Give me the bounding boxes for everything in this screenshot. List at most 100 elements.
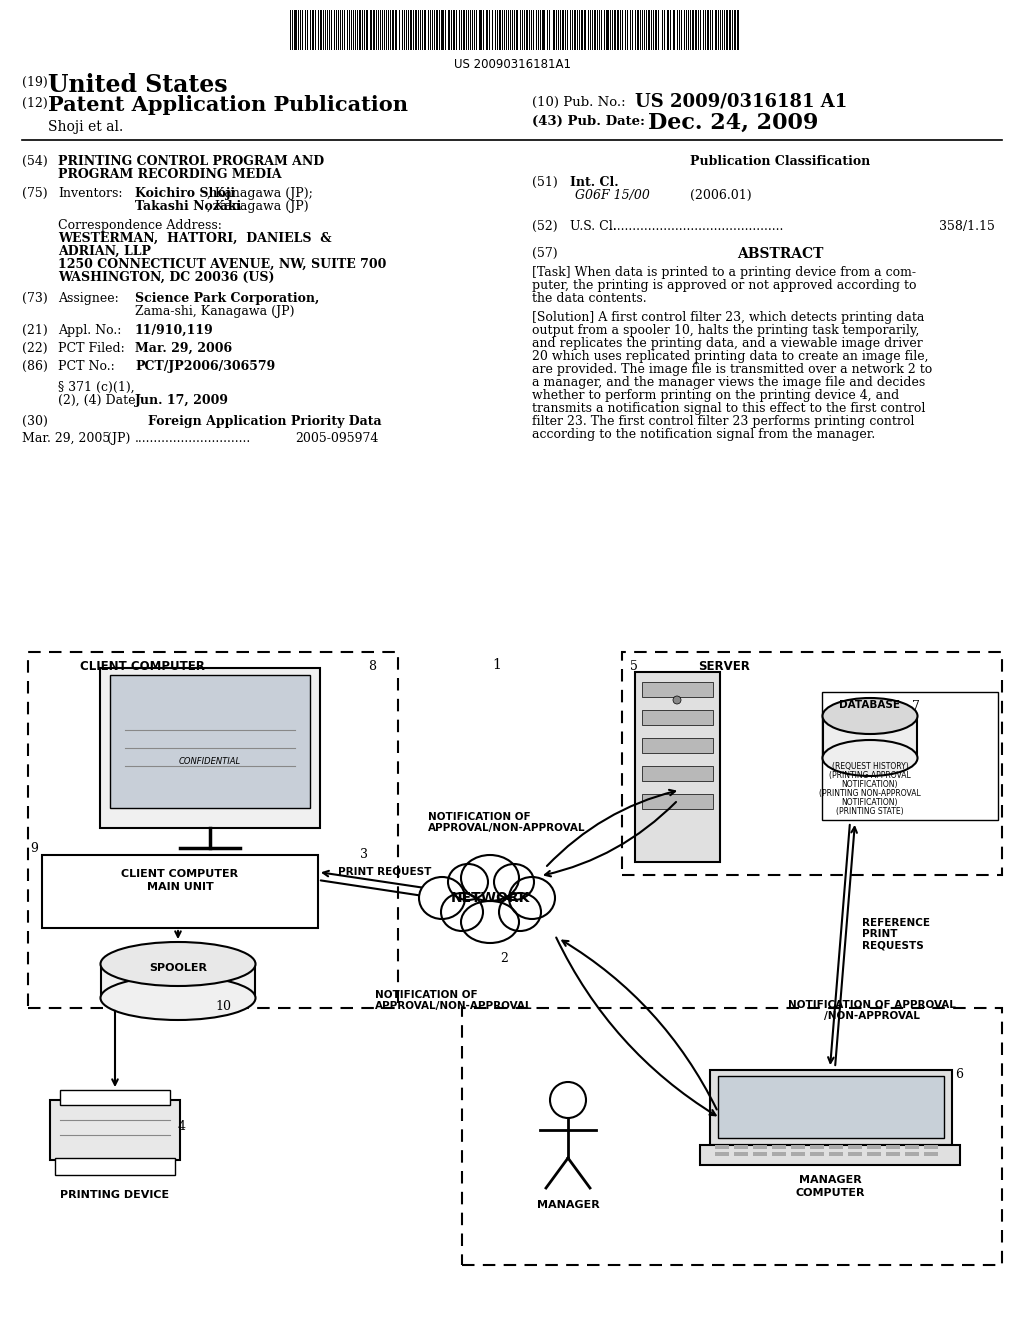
Text: [Solution] A first control filter 23, which detects printing data: [Solution] A first control filter 23, wh…: [532, 312, 925, 323]
Bar: [635, 672, 720, 862]
Bar: [734, 11, 736, 50]
Text: NOTIFICATION OF: NOTIFICATION OF: [375, 990, 477, 1001]
Text: (75): (75): [22, 187, 48, 201]
Ellipse shape: [100, 942, 256, 986]
Bar: [848, 1144, 862, 1148]
Bar: [810, 1152, 824, 1156]
Text: 358/1.15: 358/1.15: [939, 220, 995, 234]
Bar: [642, 738, 713, 752]
Text: Inventors:: Inventors:: [58, 187, 123, 201]
Bar: [642, 682, 713, 697]
Bar: [886, 1152, 900, 1156]
Bar: [905, 1144, 919, 1148]
Text: 3: 3: [360, 847, 368, 861]
Text: NOTIFICATION): NOTIFICATION): [842, 799, 898, 807]
Bar: [424, 11, 426, 50]
Text: (43) Pub. Date:: (43) Pub. Date:: [532, 115, 645, 128]
Circle shape: [673, 696, 681, 704]
Bar: [695, 11, 697, 50]
Circle shape: [550, 1082, 586, 1118]
Bar: [848, 1152, 862, 1156]
Text: PRINT REQUEST: PRINT REQUEST: [338, 867, 432, 876]
Text: MANAGER: MANAGER: [799, 1175, 861, 1185]
Text: WASHINGTON, DC 20036 (US): WASHINGTON, DC 20036 (US): [58, 271, 274, 284]
Text: NOTIFICATION OF APPROVAL: NOTIFICATION OF APPROVAL: [788, 1001, 956, 1010]
Bar: [614, 11, 616, 50]
Bar: [594, 11, 596, 50]
Text: Mar. 29, 2005: Mar. 29, 2005: [22, 432, 111, 445]
Text: (JP): (JP): [106, 432, 130, 445]
Ellipse shape: [441, 894, 483, 931]
Bar: [449, 11, 450, 50]
Bar: [462, 1008, 1002, 1265]
Bar: [395, 11, 397, 50]
Text: (PRINTING APPROVAL: (PRINTING APPROVAL: [829, 771, 911, 780]
Text: (PRINTING STATE): (PRINTING STATE): [837, 807, 904, 816]
Text: United States: United States: [48, 73, 227, 96]
Text: PRINTING CONTROL PROGRAM AND: PRINTING CONTROL PROGRAM AND: [58, 154, 325, 168]
Text: Appl. No.:: Appl. No.:: [58, 323, 122, 337]
Bar: [60, 1090, 170, 1105]
Bar: [486, 11, 488, 50]
Bar: [617, 11, 618, 50]
Bar: [370, 11, 372, 50]
Bar: [516, 11, 518, 50]
Text: APPROVAL/NON-APPROVAL: APPROVAL/NON-APPROVAL: [375, 1001, 532, 1011]
Bar: [718, 1076, 944, 1138]
Text: REQUESTS: REQUESTS: [862, 940, 924, 950]
Bar: [829, 1152, 843, 1156]
Text: U.S. Cl.: U.S. Cl.: [570, 220, 616, 234]
Ellipse shape: [494, 865, 534, 900]
Text: WESTERMAN,  HATTORI,  DANIELS  &: WESTERMAN, HATTORI, DANIELS &: [58, 232, 332, 246]
Bar: [101, 964, 256, 998]
Bar: [642, 710, 713, 725]
Bar: [822, 692, 998, 820]
Text: SPOOLER: SPOOLER: [150, 964, 207, 973]
Text: 20 which uses replicated printing data to create an image file,: 20 which uses replicated printing data t…: [532, 350, 929, 363]
Bar: [715, 1152, 729, 1156]
Text: (10) Pub. No.:: (10) Pub. No.:: [532, 96, 626, 110]
Bar: [791, 1152, 805, 1156]
Text: Science Park Corporation,: Science Park Corporation,: [135, 292, 319, 305]
Bar: [574, 11, 575, 50]
Bar: [642, 795, 713, 809]
Bar: [453, 11, 455, 50]
Text: 4: 4: [178, 1119, 186, 1133]
Text: Int. Cl.: Int. Cl.: [570, 176, 618, 189]
Text: 11/910,119: 11/910,119: [135, 323, 214, 337]
Bar: [553, 11, 555, 50]
Text: MANAGER: MANAGER: [537, 1200, 599, 1210]
Text: 2005-095974: 2005-095974: [295, 432, 379, 445]
Text: MAIN UNIT: MAIN UNIT: [146, 882, 213, 892]
Bar: [753, 1144, 767, 1148]
Text: (57): (57): [532, 247, 558, 260]
Text: Zama-shi, Kanagawa (JP): Zama-shi, Kanagawa (JP): [135, 305, 295, 318]
Ellipse shape: [509, 876, 555, 919]
Text: .............................................: ........................................…: [605, 220, 787, 234]
Text: PCT Filed:: PCT Filed:: [58, 342, 125, 355]
Text: according to the notification signal from the manager.: according to the notification signal fro…: [532, 428, 876, 441]
Bar: [622, 652, 1002, 875]
Bar: [772, 1144, 786, 1148]
Bar: [715, 1144, 729, 1148]
Text: NOTIFICATION): NOTIFICATION): [842, 780, 898, 789]
Text: 7: 7: [912, 700, 920, 713]
Text: (PRINTING NON-APPROVAL: (PRINTING NON-APPROVAL: [819, 789, 921, 799]
Bar: [726, 11, 728, 50]
Text: (30): (30): [22, 414, 48, 428]
Text: Publication Classification: Publication Classification: [690, 154, 870, 168]
Bar: [700, 1144, 961, 1166]
Text: ..............................: ..............................: [135, 432, 251, 445]
Text: CLIENT COMPUTER: CLIENT COMPUTER: [122, 869, 239, 879]
Text: output from a spooler 10, halts the printing task temporarily,: output from a spooler 10, halts the prin…: [532, 323, 920, 337]
Ellipse shape: [449, 865, 488, 900]
Bar: [867, 1144, 881, 1148]
Ellipse shape: [461, 855, 519, 902]
Text: PRINTING DEVICE: PRINTING DEVICE: [60, 1191, 170, 1200]
Text: , Kanagawa (JP);: , Kanagawa (JP);: [207, 187, 313, 201]
Bar: [436, 11, 438, 50]
Text: /NON-APPROVAL: /NON-APPROVAL: [824, 1011, 920, 1020]
Text: PROGRAM RECORDING MEDIA: PROGRAM RECORDING MEDIA: [58, 168, 282, 181]
Bar: [823, 715, 918, 758]
Bar: [479, 11, 482, 50]
